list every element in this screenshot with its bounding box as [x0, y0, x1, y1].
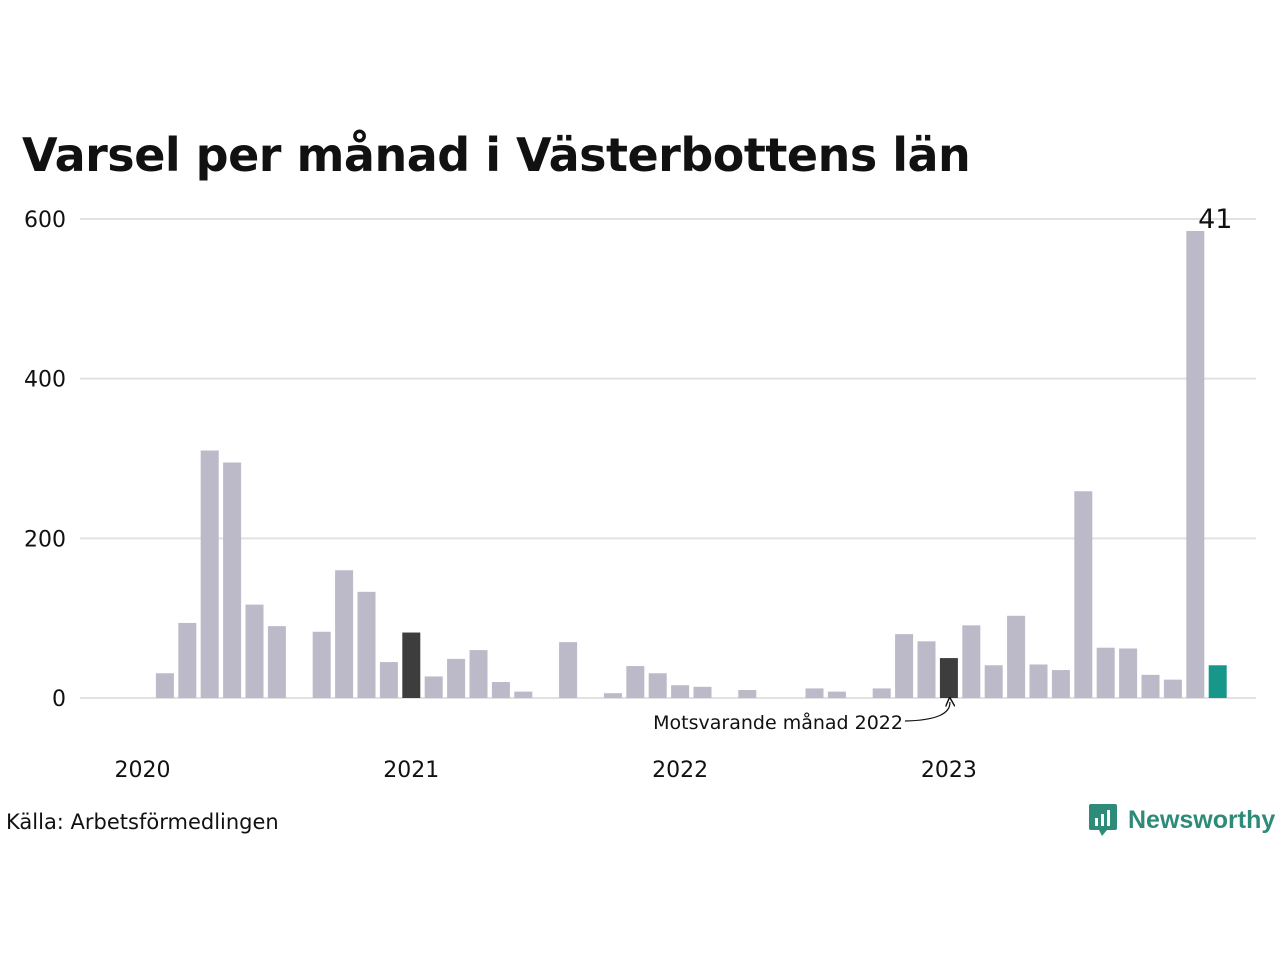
bar	[1074, 491, 1093, 698]
annotation-label: Motsvarande månad 2022	[653, 711, 903, 734]
bar	[267, 626, 286, 698]
bar	[917, 641, 936, 698]
bar	[379, 662, 398, 698]
bar-comparison-month	[939, 658, 958, 698]
bar	[603, 693, 622, 698]
bar	[447, 658, 466, 698]
bar	[1029, 664, 1048, 698]
annotation-arrow	[904, 702, 950, 722]
bar-latest-month	[1208, 665, 1227, 698]
y-tick-label: 200	[24, 527, 66, 552]
brand-logo: Newsworthy	[1088, 803, 1275, 837]
x-tick-label: 2022	[652, 758, 708, 783]
bar	[805, 688, 824, 698]
bar	[827, 691, 846, 698]
bar	[312, 631, 331, 698]
bar	[693, 686, 712, 698]
newsworthy-logo-icon	[1089, 804, 1117, 836]
bar	[895, 634, 914, 698]
bar	[200, 450, 219, 698]
bar	[1163, 679, 1182, 698]
bar	[872, 688, 891, 698]
bar	[1096, 647, 1115, 698]
bar	[514, 691, 533, 698]
bar	[155, 673, 174, 698]
x-tick-label: 2021	[383, 758, 439, 783]
bar	[245, 604, 264, 698]
bar	[1007, 615, 1026, 698]
x-axis: 2020 2021 2022 2023	[115, 758, 977, 783]
bar	[738, 690, 757, 698]
source-label: Källa: Arbetsförmedlingen	[6, 810, 279, 834]
latest-value-label: 41	[1198, 204, 1232, 235]
bar	[559, 642, 578, 698]
bar	[178, 622, 197, 698]
chart-title: Varsel per månad i Västerbottens län	[22, 128, 971, 182]
x-tick-label: 2020	[115, 758, 171, 783]
x-tick-label: 2023	[921, 758, 977, 783]
bar	[223, 462, 242, 698]
bar	[648, 673, 667, 698]
y-tick-label: 400	[24, 368, 66, 393]
y-axis: 0 200 400 600	[24, 208, 66, 712]
bar	[1186, 230, 1205, 698]
bar-comparison-month	[402, 632, 421, 698]
annotations: 41 Motsvarande månad 2022	[653, 204, 1232, 734]
bar	[671, 685, 690, 698]
bar	[1051, 670, 1070, 698]
bars	[155, 230, 1227, 698]
brand-name: Newsworthy	[1128, 805, 1276, 834]
bar	[962, 625, 981, 698]
y-tick-label: 600	[24, 208, 66, 233]
bar	[626, 666, 645, 698]
bar	[1119, 648, 1138, 698]
bar	[335, 570, 354, 698]
bar	[424, 676, 443, 698]
bar	[1141, 674, 1160, 698]
bar	[984, 665, 1003, 698]
bar	[469, 650, 488, 698]
bar	[357, 591, 376, 698]
bar	[491, 682, 510, 698]
y-tick-label: 0	[52, 687, 66, 712]
